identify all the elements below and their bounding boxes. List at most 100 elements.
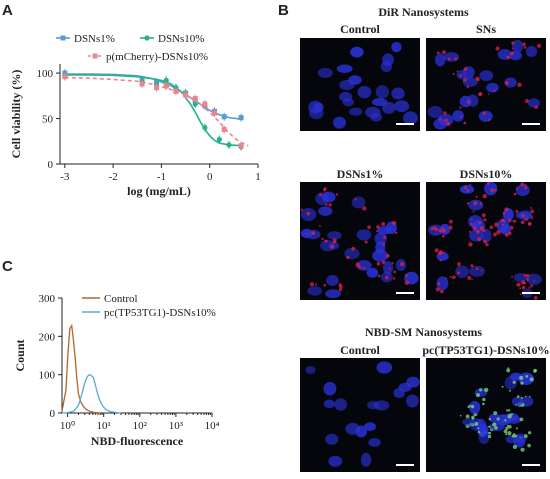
signal-dot <box>471 265 474 268</box>
signal-dot <box>449 275 452 278</box>
signal-dot <box>437 282 441 286</box>
signal-dot <box>463 67 468 71</box>
signal-dot <box>533 368 537 373</box>
nucleus <box>326 274 339 286</box>
nucleus <box>456 69 467 80</box>
signal-dot <box>501 385 504 388</box>
signal-dot <box>381 221 386 226</box>
nucleus <box>323 381 337 396</box>
signal-dot <box>487 431 490 434</box>
signal-dot <box>434 227 439 232</box>
nucleus <box>317 67 333 78</box>
signal-dot <box>319 193 322 197</box>
signal-dot <box>469 404 472 407</box>
signal-dot <box>475 267 479 271</box>
data-point <box>139 81 145 87</box>
signal-dot <box>500 218 505 223</box>
signal-dot <box>318 224 321 227</box>
signal-dot <box>475 229 480 234</box>
data-point <box>173 88 179 94</box>
y-axis-label: Count <box>13 339 27 371</box>
nucleus <box>469 400 481 414</box>
signal-dot <box>364 240 368 244</box>
nucleus <box>406 394 419 408</box>
signal-dot <box>468 242 473 247</box>
nucleus <box>433 118 447 130</box>
signal-dot <box>493 411 498 416</box>
nucleus <box>307 286 323 296</box>
signal-dot <box>442 251 445 255</box>
signal-dot <box>527 222 531 226</box>
signal-dot <box>479 92 483 96</box>
legend-marker <box>92 53 98 59</box>
signal-dot <box>495 427 498 430</box>
signal-dot <box>358 265 362 269</box>
nucleus <box>323 399 335 409</box>
nucleus <box>468 215 483 228</box>
data-point <box>183 92 189 98</box>
dir-label-dsns10: DSNs10% <box>459 167 513 181</box>
nbd-label-tp53tg1: pc(TP53TG1)-DSNs10% <box>422 343 550 357</box>
nucleus <box>480 228 492 243</box>
nucleus <box>436 276 449 291</box>
nucleus <box>391 41 402 53</box>
nucleus <box>380 61 392 73</box>
signal-dot <box>485 242 489 247</box>
nucleus <box>360 452 372 467</box>
scale-bar <box>522 123 540 125</box>
signal-dot <box>346 255 350 260</box>
signal-dot <box>430 227 434 231</box>
dir-label-dsns1: DSNs1% <box>336 167 384 181</box>
signal-dot <box>529 377 534 382</box>
signal-dot <box>481 269 483 272</box>
viability-chart: -3 -2 -1 0 1 0 50 100 log (mg/mL) Cell viability … <box>9 33 261 198</box>
signal-dot <box>475 195 478 198</box>
signal-dot <box>449 219 453 224</box>
legend-marker <box>60 35 66 41</box>
signal-dot <box>482 194 487 199</box>
signal-dot <box>527 431 532 435</box>
signal-dot <box>537 43 542 48</box>
signal-dot <box>393 277 396 280</box>
nucleus <box>459 184 475 194</box>
dir-label-control: Control <box>340 22 380 36</box>
signal-dot <box>456 70 459 73</box>
signal-dot <box>530 209 534 214</box>
x-tick-label: 10² <box>133 420 148 432</box>
nucleus <box>398 382 412 392</box>
micrograph-canvas <box>459 367 537 452</box>
signal-dot <box>338 287 343 292</box>
nucleus <box>366 267 379 278</box>
series-2-fit-curve <box>64 74 244 147</box>
nucleus <box>525 46 538 57</box>
nucleus <box>318 206 333 216</box>
signal-dot <box>505 409 509 412</box>
signal-dot <box>520 182 525 187</box>
signal-dot <box>488 425 491 428</box>
signal-dot <box>534 105 539 109</box>
signal-dot <box>483 239 487 244</box>
data-point <box>192 96 198 102</box>
signal-dot <box>333 240 337 244</box>
signal-dot <box>315 283 318 286</box>
micrograph-canvas <box>305 361 420 467</box>
signal-dot <box>446 121 451 126</box>
nucleus <box>356 229 372 241</box>
micrograph-nbd-control <box>300 358 420 472</box>
y-tick-label: 0 <box>48 159 54 171</box>
signal-dot <box>324 239 328 243</box>
x-tick-label: 10¹ <box>97 420 111 432</box>
signal-dot <box>472 226 477 231</box>
micrograph-canvas <box>300 187 419 299</box>
signal-dot <box>300 208 304 212</box>
x-tick-label: -2 <box>109 171 118 183</box>
signal-dot <box>514 434 518 438</box>
signal-dot <box>392 220 397 226</box>
signal-dot <box>459 115 463 118</box>
nucleus <box>455 265 470 278</box>
signal-dot <box>512 380 516 384</box>
y-tick-label: 100 <box>37 68 54 80</box>
signal-dot <box>441 228 446 233</box>
signal-dot <box>533 296 538 300</box>
legend-label: DSNs1% <box>74 33 115 45</box>
